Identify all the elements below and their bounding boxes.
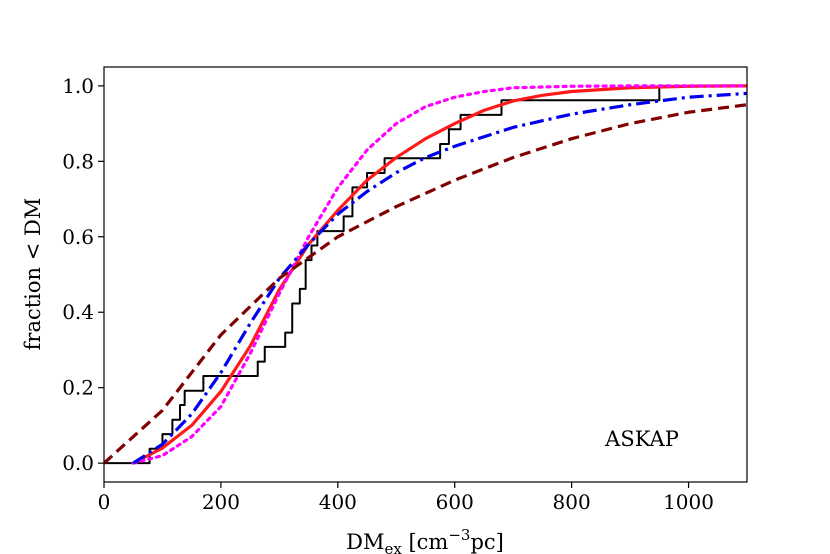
y-tick-label: 0.4 <box>62 300 94 324</box>
series-line-2 <box>131 84 747 465</box>
chart-annotation: ASKAP <box>604 427 679 451</box>
series-line-3 <box>132 91 747 465</box>
x-tick-label: 200 <box>202 490 240 514</box>
plot-frame <box>103 66 748 483</box>
series-line-1 <box>132 84 747 465</box>
x-axis-label: DMex [cm−3pc] <box>346 526 504 554</box>
y-tick-label: 0.2 <box>62 376 94 400</box>
x-axis: 0 200 400 600 800 1000 <box>98 482 714 514</box>
y-tick-label: 0.6 <box>62 225 94 249</box>
y-axis-label: fraction < DM <box>21 198 45 351</box>
x-tick-label: 0 <box>98 490 111 514</box>
y-tick-label: 1.0 <box>62 74 94 98</box>
x-tick-label: 600 <box>436 490 474 514</box>
y-tick-label: 0.0 <box>62 451 94 475</box>
x-tick-label: 400 <box>319 490 357 514</box>
series-layer <box>104 84 747 465</box>
series-line-0 <box>104 84 747 465</box>
y-axis: 0.0 0.2 0.4 0.6 0.8 1.0 <box>62 74 104 475</box>
x-tick-label: 800 <box>553 490 591 514</box>
series-line-4 <box>104 103 747 465</box>
y-tick-label: 0.8 <box>62 149 94 173</box>
x-tick-label: 1000 <box>663 490 714 514</box>
